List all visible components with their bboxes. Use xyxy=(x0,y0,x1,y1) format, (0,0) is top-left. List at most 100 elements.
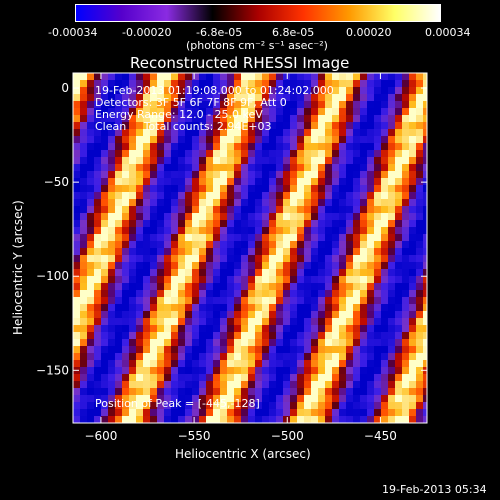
heatmap-cell xyxy=(332,171,339,178)
heatmap-cell xyxy=(374,304,381,311)
heatmap-cell xyxy=(80,416,87,423)
heatmap-cell xyxy=(311,171,318,178)
heatmap-cell xyxy=(94,297,101,304)
heatmap-cell xyxy=(122,290,129,297)
heatmap-cell xyxy=(150,409,157,416)
heatmap-cell xyxy=(129,381,136,388)
heatmap-cell xyxy=(178,374,185,381)
heatmap-cell xyxy=(332,416,339,423)
heatmap-cell xyxy=(395,171,402,178)
heatmap-cell xyxy=(388,276,395,283)
heatmap-cell xyxy=(262,122,269,129)
heatmap-cell xyxy=(416,297,423,304)
heatmap-cell xyxy=(129,290,136,297)
y-tick-label: 0 xyxy=(61,81,69,95)
heatmap-cell xyxy=(353,129,360,136)
heatmap-cell xyxy=(381,115,388,122)
heatmap-cell xyxy=(276,346,283,353)
heatmap-cell xyxy=(185,94,192,101)
heatmap-cell xyxy=(164,227,171,234)
heatmap-cell xyxy=(227,332,234,339)
heatmap-cell xyxy=(199,339,206,346)
heatmap-cell xyxy=(122,185,129,192)
heatmap-cell xyxy=(339,346,346,353)
heatmap-cell xyxy=(87,192,94,199)
heatmap-cell xyxy=(199,73,206,80)
heatmap-cell xyxy=(220,311,227,318)
heatmap-cell xyxy=(213,283,220,290)
heatmap-cell xyxy=(157,416,164,423)
heatmap-cell xyxy=(311,164,318,171)
heatmap-cell xyxy=(332,178,339,185)
heatmap-cell xyxy=(423,129,427,136)
heatmap-cell xyxy=(325,143,332,150)
heatmap-cell xyxy=(318,304,325,311)
heatmap-cell xyxy=(73,332,80,339)
heatmap-cell xyxy=(73,143,80,150)
heatmap-cell xyxy=(332,192,339,199)
heatmap-cell xyxy=(115,143,122,150)
heatmap-cell xyxy=(360,122,367,129)
heatmap-cell xyxy=(395,290,402,297)
heatmap-cell xyxy=(276,367,283,374)
heatmap-cell xyxy=(115,395,122,402)
heatmap-cell xyxy=(332,388,339,395)
heatmap-cell xyxy=(318,339,325,346)
heatmap-cell xyxy=(283,388,290,395)
heatmap-cell xyxy=(409,248,416,255)
heatmap-cell xyxy=(150,346,157,353)
heatmap-cell xyxy=(143,297,150,304)
heatmap-cell xyxy=(164,206,171,213)
heatmap-cell xyxy=(388,248,395,255)
heatmap-cell xyxy=(318,332,325,339)
heatmap-cell xyxy=(129,360,136,367)
heatmap-cell xyxy=(360,150,367,157)
heatmap-cell xyxy=(192,206,199,213)
heatmap-cell xyxy=(353,122,360,129)
heatmap-cell xyxy=(143,87,150,94)
heatmap-cell xyxy=(80,115,87,122)
heatmap-cell xyxy=(115,339,122,346)
heatmap-cell xyxy=(213,360,220,367)
heatmap-cell xyxy=(374,108,381,115)
heatmap-cell xyxy=(360,178,367,185)
heatmap-cell xyxy=(290,108,297,115)
heatmap-cell xyxy=(143,339,150,346)
heatmap-cell xyxy=(227,346,234,353)
heatmap-cell xyxy=(185,332,192,339)
heatmap-cell xyxy=(178,262,185,269)
heatmap-cell xyxy=(94,115,101,122)
heatmap-cell xyxy=(262,360,269,367)
heatmap-cell xyxy=(381,395,388,402)
heatmap-cell xyxy=(122,269,129,276)
heatmap-cell xyxy=(297,157,304,164)
heatmap-cell xyxy=(136,248,143,255)
heatmap-cell xyxy=(136,311,143,318)
heatmap-cell xyxy=(276,80,283,87)
heatmap-cell xyxy=(290,101,297,108)
heatmap-cell xyxy=(206,199,213,206)
heatmap-cell xyxy=(283,164,290,171)
heatmap-cell xyxy=(262,416,269,423)
heatmap-cell xyxy=(409,262,416,269)
heatmap-cell xyxy=(318,73,325,80)
heatmap-cell xyxy=(269,339,276,346)
heatmap-cell xyxy=(304,367,311,374)
heatmap-cell xyxy=(283,115,290,122)
heatmap-cell xyxy=(192,164,199,171)
heatmap-cell xyxy=(395,87,402,94)
heatmap-cell xyxy=(318,283,325,290)
heatmap-cell xyxy=(143,318,150,325)
heatmap-cell xyxy=(164,262,171,269)
heatmap-cell xyxy=(409,136,416,143)
heatmap-cell xyxy=(283,360,290,367)
heatmap-cell xyxy=(318,157,325,164)
heatmap-cell xyxy=(318,213,325,220)
heatmap-cell xyxy=(381,248,388,255)
heatmap-cell xyxy=(423,80,427,87)
heatmap-cell xyxy=(276,136,283,143)
heatmap-cell xyxy=(136,185,143,192)
heatmap-cell xyxy=(192,213,199,220)
heatmap-cell xyxy=(73,150,80,157)
heatmap-cell xyxy=(304,136,311,143)
